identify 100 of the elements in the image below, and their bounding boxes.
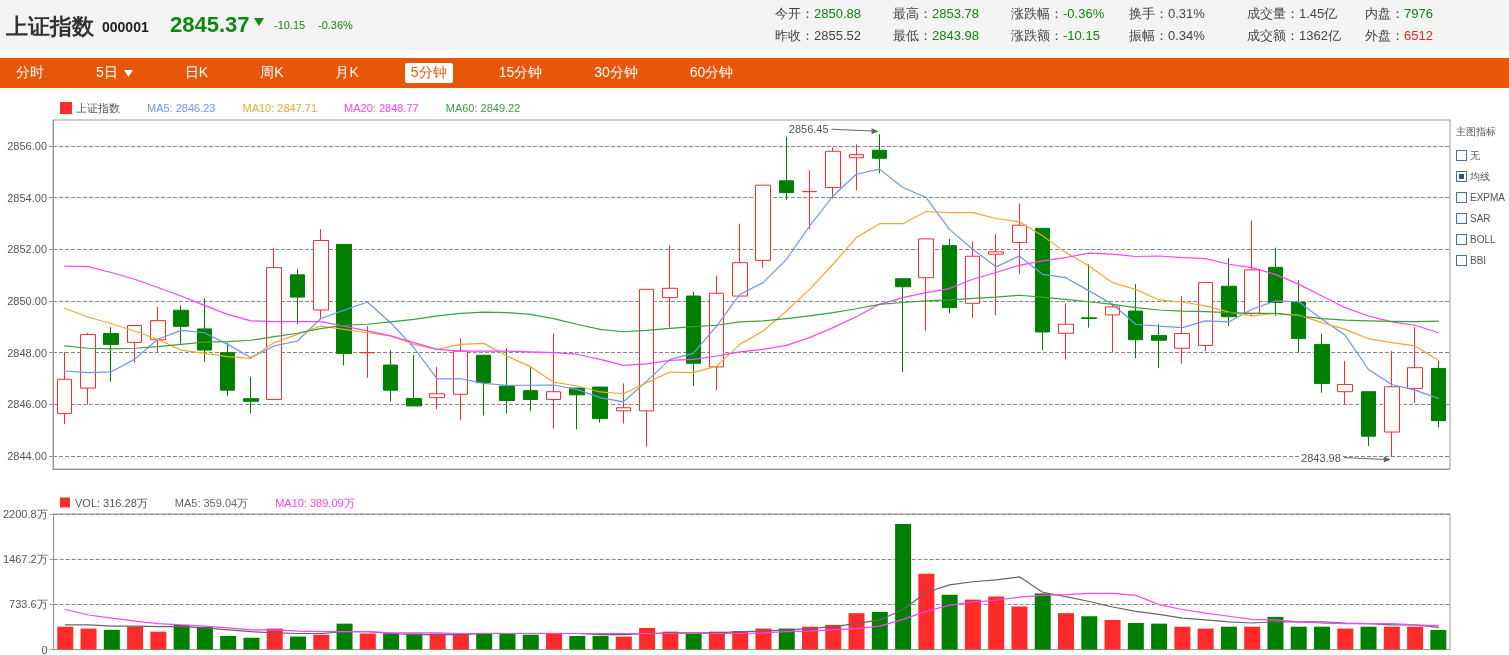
candlestick <box>1198 282 1213 352</box>
text: BBI <box>1470 255 1487 266</box>
annotation: 2856.45 <box>788 123 829 136</box>
bar <box>1430 630 1447 650</box>
text: 月K <box>334 63 360 82</box>
candlestick <box>523 366 538 412</box>
text: 15分钟 <box>497 63 544 82</box>
text: 成交额：1362亿 <box>1247 28 1341 43</box>
candlestick <box>1221 257 1237 327</box>
candlestick <box>1431 360 1446 428</box>
y-tick-label: 2200.8万 <box>2 508 48 520</box>
text: EXPMA <box>1470 192 1506 203</box>
text: 60分钟 <box>688 63 735 82</box>
text: 最低：2843.98 <box>893 28 979 43</box>
y-tick-label: 0 <box>41 643 48 655</box>
text: 无 <box>1470 148 1480 163</box>
bar <box>383 633 400 650</box>
bar <box>1081 616 1098 650</box>
bar <box>452 634 469 650</box>
candlestick <box>127 325 142 364</box>
candlestick <box>1407 326 1423 404</box>
candlestick <box>942 238 957 314</box>
text: MA5: 359.04万 <box>174 496 249 509</box>
text: -10.15 <box>274 19 306 31</box>
bar <box>569 635 586 650</box>
bar <box>941 594 958 650</box>
candlestick <box>1128 283 1143 359</box>
bar <box>1383 626 1400 650</box>
bar <box>1151 623 1168 650</box>
text: 日K <box>183 63 210 82</box>
candlestick <box>499 347 515 414</box>
text: 5日 <box>95 63 119 82</box>
candlestick <box>639 288 654 448</box>
candlestick <box>453 337 468 421</box>
bar <box>127 626 144 650</box>
bar <box>988 596 1005 650</box>
candlestick <box>849 143 864 191</box>
text: MA5: 2846.23 <box>147 102 216 114</box>
bar <box>1011 606 1028 650</box>
bar <box>522 634 539 650</box>
text: 均线 <box>1470 169 1490 184</box>
bar <box>173 624 190 650</box>
candlestick <box>1384 350 1400 458</box>
bar <box>80 628 97 650</box>
line-series <box>64 210 1439 395</box>
line-series <box>64 294 1439 350</box>
candlestick <box>546 333 561 430</box>
bar <box>1104 619 1121 650</box>
text: 外盘：6512 <box>1365 28 1433 43</box>
bar <box>57 626 74 650</box>
bar <box>1290 626 1307 650</box>
candlestick <box>686 291 701 387</box>
candlestick <box>1151 323 1167 369</box>
bar <box>499 633 516 650</box>
candlestick <box>755 184 771 269</box>
candlestick <box>336 243 352 366</box>
candlestick <box>1105 304 1120 353</box>
candlestick <box>429 366 445 410</box>
candlestick <box>592 386 608 424</box>
bar <box>1127 623 1144 650</box>
y-tick-label: 2856.00 <box>7 139 47 152</box>
bar <box>103 629 120 650</box>
text: 成交量：1.45亿 <box>1247 6 1338 21</box>
bar <box>290 636 307 650</box>
candlestick <box>80 332 96 405</box>
bar <box>639 627 656 650</box>
text: 分时 <box>15 63 45 82</box>
text: 30分钟 <box>593 63 639 82</box>
y-tick-label: 2848.00 <box>7 346 47 359</box>
text: 内盘：7976 <box>1365 6 1433 21</box>
text: 主图指标 <box>1456 125 1497 139</box>
y-tick-label: 2844.00 <box>7 450 47 463</box>
candlestick <box>965 241 980 319</box>
text: 2845.37 <box>170 12 250 38</box>
candlestick <box>872 133 887 174</box>
candlestick <box>406 354 422 407</box>
bar <box>196 626 213 650</box>
text: 5分钟 <box>404 63 453 83</box>
y-tick-label: 2852.00 <box>7 243 47 256</box>
text: 涨跌额：-10.15 <box>1011 28 1100 43</box>
text: 上证指数 <box>6 13 94 41</box>
candlestick <box>895 278 911 373</box>
y-tick-label: 1467.2万 <box>2 553 48 566</box>
bar <box>243 637 260 650</box>
candlestick <box>57 351 72 425</box>
bar <box>220 635 237 650</box>
candlestick <box>360 325 375 379</box>
bar <box>546 632 563 650</box>
text: SAR <box>1470 213 1491 224</box>
candlestick <box>1361 391 1376 447</box>
candlestick <box>383 349 398 403</box>
bar <box>359 633 376 650</box>
candlestick <box>1314 333 1330 394</box>
bar <box>1407 626 1424 650</box>
bar <box>313 634 330 650</box>
legend-label: 上证指数 <box>76 102 120 114</box>
text: 振幅：0.34% <box>1129 28 1205 43</box>
text: MA20: 2848.77 <box>344 102 419 114</box>
candlestick <box>476 354 491 416</box>
candlestick <box>802 169 817 230</box>
